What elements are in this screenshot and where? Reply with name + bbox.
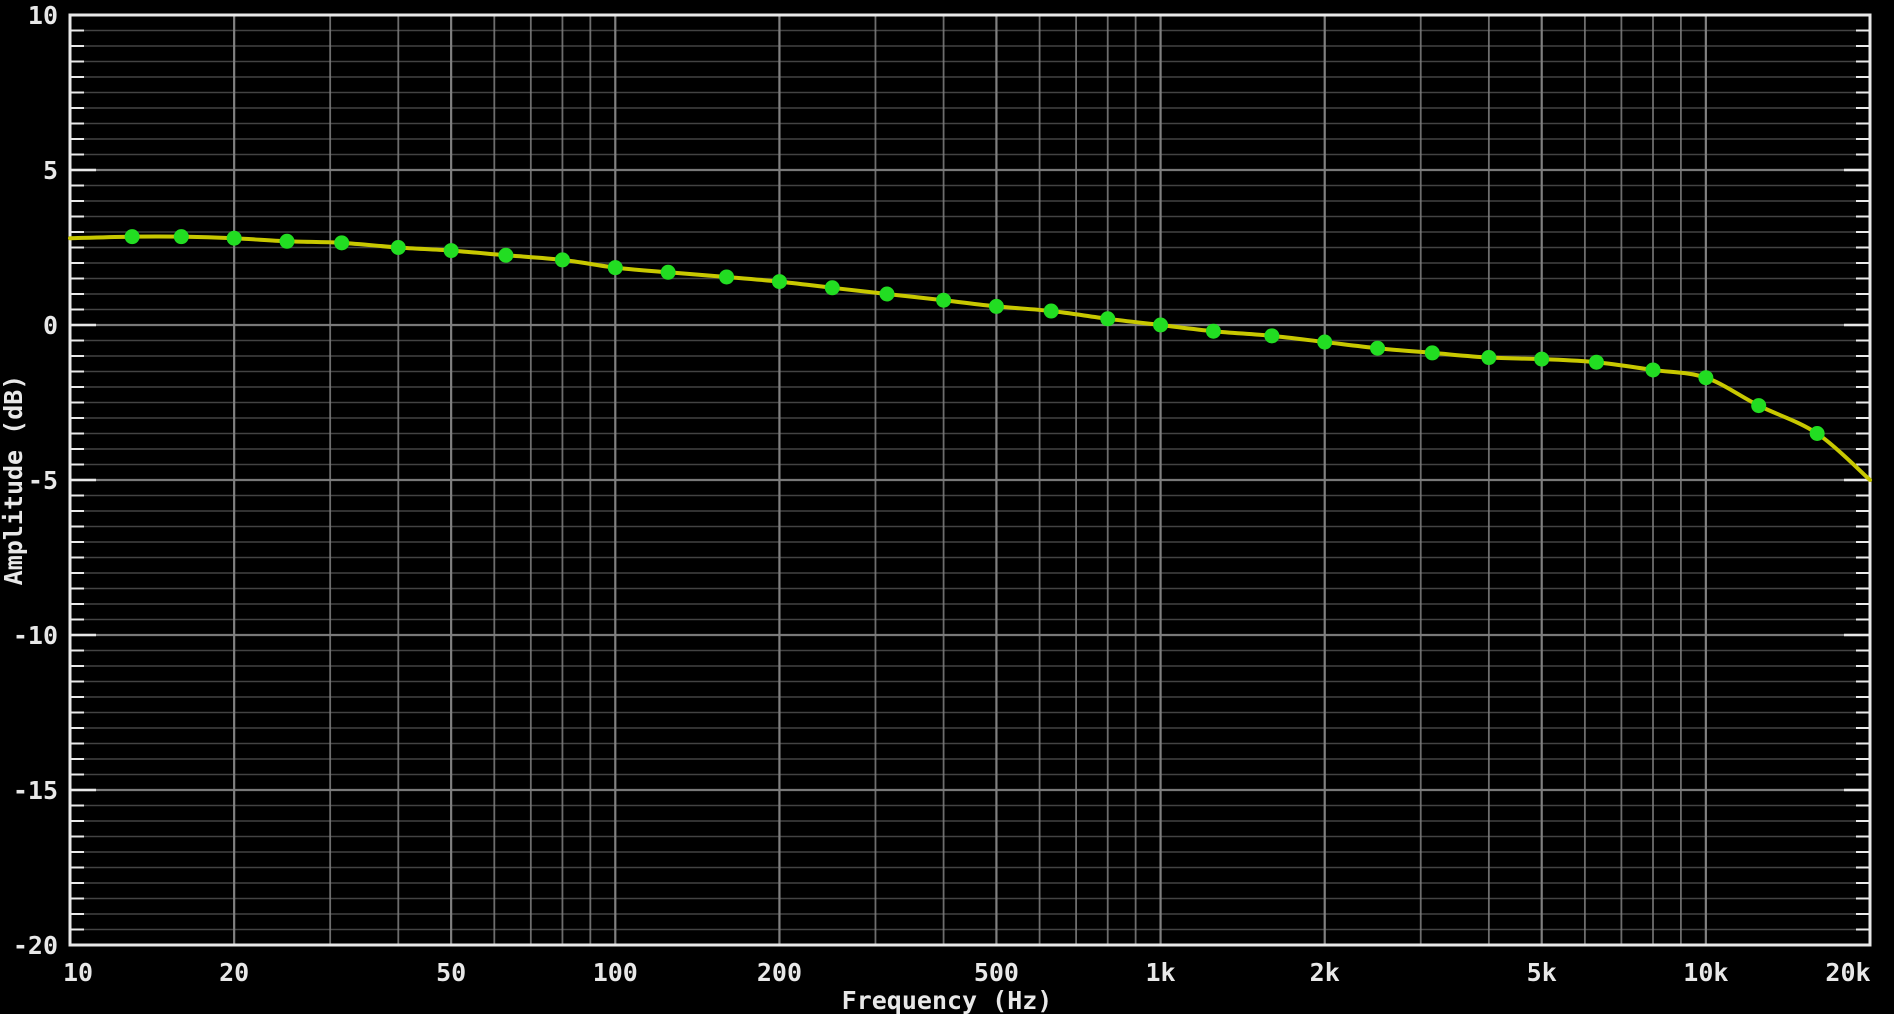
- y-tick-label: 0: [43, 311, 58, 340]
- y-tick-label: 5: [43, 156, 58, 185]
- y-tick-label: -10: [13, 621, 58, 650]
- axis-ticks: [70, 13, 1870, 947]
- y-axis-title: Amplitude (dB): [0, 375, 28, 586]
- y-axis-tick-labels: 10 5 0 -5 -10 -15 -20: [13, 1, 58, 960]
- y-tick-label: -15: [13, 776, 58, 805]
- x-tick-label: 50: [436, 958, 466, 987]
- x-tick-label: 100: [593, 958, 638, 987]
- y-tick-label: -5: [28, 466, 58, 495]
- y-tick-label: 10: [28, 1, 58, 30]
- x-tick-label: 20: [219, 958, 249, 987]
- x-tick-label: 10k: [1683, 958, 1728, 987]
- y-tick-label: -20: [13, 931, 58, 960]
- x-tick-label: 200: [757, 958, 802, 987]
- x-axis-tick-labels: 10 20 50 100 200 500 1k 2k 5k 10k 20k: [63, 958, 1871, 987]
- x-tick-label: 2k: [1310, 958, 1340, 987]
- data-point-markers: [124, 229, 1825, 441]
- x-tick-label: 1k: [1146, 958, 1176, 987]
- x-tick-label: 10: [63, 958, 93, 987]
- x-tick-label: 500: [974, 958, 1019, 987]
- data-series: [68, 234, 1872, 482]
- x-tick-label: 5k: [1527, 958, 1557, 987]
- x-tick-label: 20k: [1825, 958, 1870, 987]
- x-axis-title: Frequency (Hz): [842, 986, 1053, 1014]
